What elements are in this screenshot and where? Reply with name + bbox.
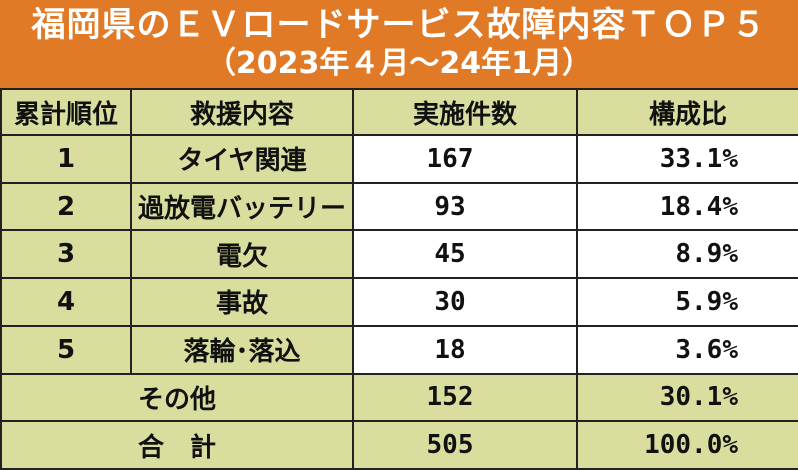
header-ratio: 構成比 xyxy=(576,88,798,136)
rank-cell: 4 xyxy=(0,277,132,327)
count-cell: 18 xyxy=(352,324,578,375)
item-cell: 事故 xyxy=(130,277,354,327)
ratio-cell: 33.1% xyxy=(576,134,798,184)
rank-cell: 3 xyxy=(0,229,132,280)
breakdown-table: 累計順位 救援内容 実施件数 構成比 1 タイヤ関連 167 33.1% 2 過… xyxy=(0,88,798,470)
rank-cell: 2 xyxy=(0,181,132,232)
title-period: （2023年４月〜24年1月） xyxy=(205,46,593,81)
total-count: 505 xyxy=(352,420,578,470)
item-cell: 過放電バッテリー xyxy=(130,181,354,232)
title-banner: 福岡県のＥＶロードサービス故障内容ＴＯＰ５ （2023年４月〜24年1月） xyxy=(0,0,798,88)
total-label: 合 計 xyxy=(0,420,354,470)
table-row: 3 電欠 45 8.9% xyxy=(0,229,798,280)
ratio-cell: 5.9% xyxy=(576,277,798,327)
total-ratio: 100.0% xyxy=(576,420,798,470)
header-row: 累計順位 救援内容 実施件数 構成比 xyxy=(0,88,798,136)
ratio-cell: 8.9% xyxy=(576,229,798,280)
table-row: 5 落輪･落込 18 3.6% xyxy=(0,324,798,375)
count-cell: 45 xyxy=(352,229,578,280)
item-cell: 落輪･落込 xyxy=(130,324,354,375)
table-row: 4 事故 30 5.9% xyxy=(0,277,798,327)
other-label: その他 xyxy=(0,372,354,423)
item-cell: タイヤ関連 xyxy=(130,134,354,184)
rank-cell: 1 xyxy=(0,134,132,184)
header-count: 実施件数 xyxy=(352,88,578,136)
count-cell: 93 xyxy=(352,181,578,232)
rank-cell: 5 xyxy=(0,324,132,375)
title-main: 福岡県のＥＶロードサービス故障内容ＴＯＰ５ xyxy=(31,5,767,45)
ratio-cell: 3.6% xyxy=(576,324,798,375)
table-row: 2 過放電バッテリー 93 18.4% xyxy=(0,181,798,232)
table-row: 1 タイヤ関連 167 33.1% xyxy=(0,134,798,184)
total-row: 合 計 505 100.0% xyxy=(0,420,798,470)
ratio-cell: 18.4% xyxy=(576,181,798,232)
item-cell: 電欠 xyxy=(130,229,354,280)
other-count: 152 xyxy=(352,372,578,423)
count-cell: 30 xyxy=(352,277,578,327)
header-rank: 累計順位 xyxy=(0,88,132,136)
other-ratio: 30.1% xyxy=(576,372,798,423)
count-cell: 167 xyxy=(352,134,578,184)
other-row: その他 152 30.1% xyxy=(0,372,798,423)
header-item: 救援内容 xyxy=(130,88,354,136)
